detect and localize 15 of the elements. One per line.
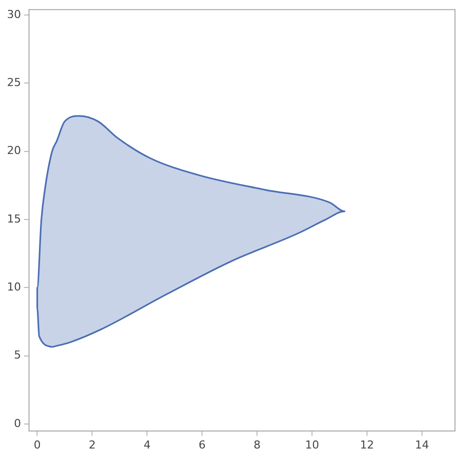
y-tick-label: 5 — [14, 348, 21, 362]
x-tick-label: 0 — [34, 438, 41, 452]
y-tick-label: 15 — [6, 212, 21, 226]
y-tick-label: 20 — [6, 144, 21, 158]
x-tick-label: 10 — [305, 438, 320, 452]
y-tick-label: 30 — [6, 8, 21, 21]
x-tick-label: 6 — [198, 438, 206, 452]
x-tick-label: 14 — [415, 438, 430, 452]
x-tick-label: 8 — [254, 438, 261, 452]
y-tick-label: 10 — [6, 280, 21, 294]
y-tick-label: 25 — [6, 76, 21, 90]
y-tick-label: 0 — [14, 416, 21, 430]
x-tick-label: 4 — [144, 438, 151, 452]
x-tick-label: 12 — [360, 438, 374, 452]
x-tick-label: 2 — [88, 438, 96, 452]
